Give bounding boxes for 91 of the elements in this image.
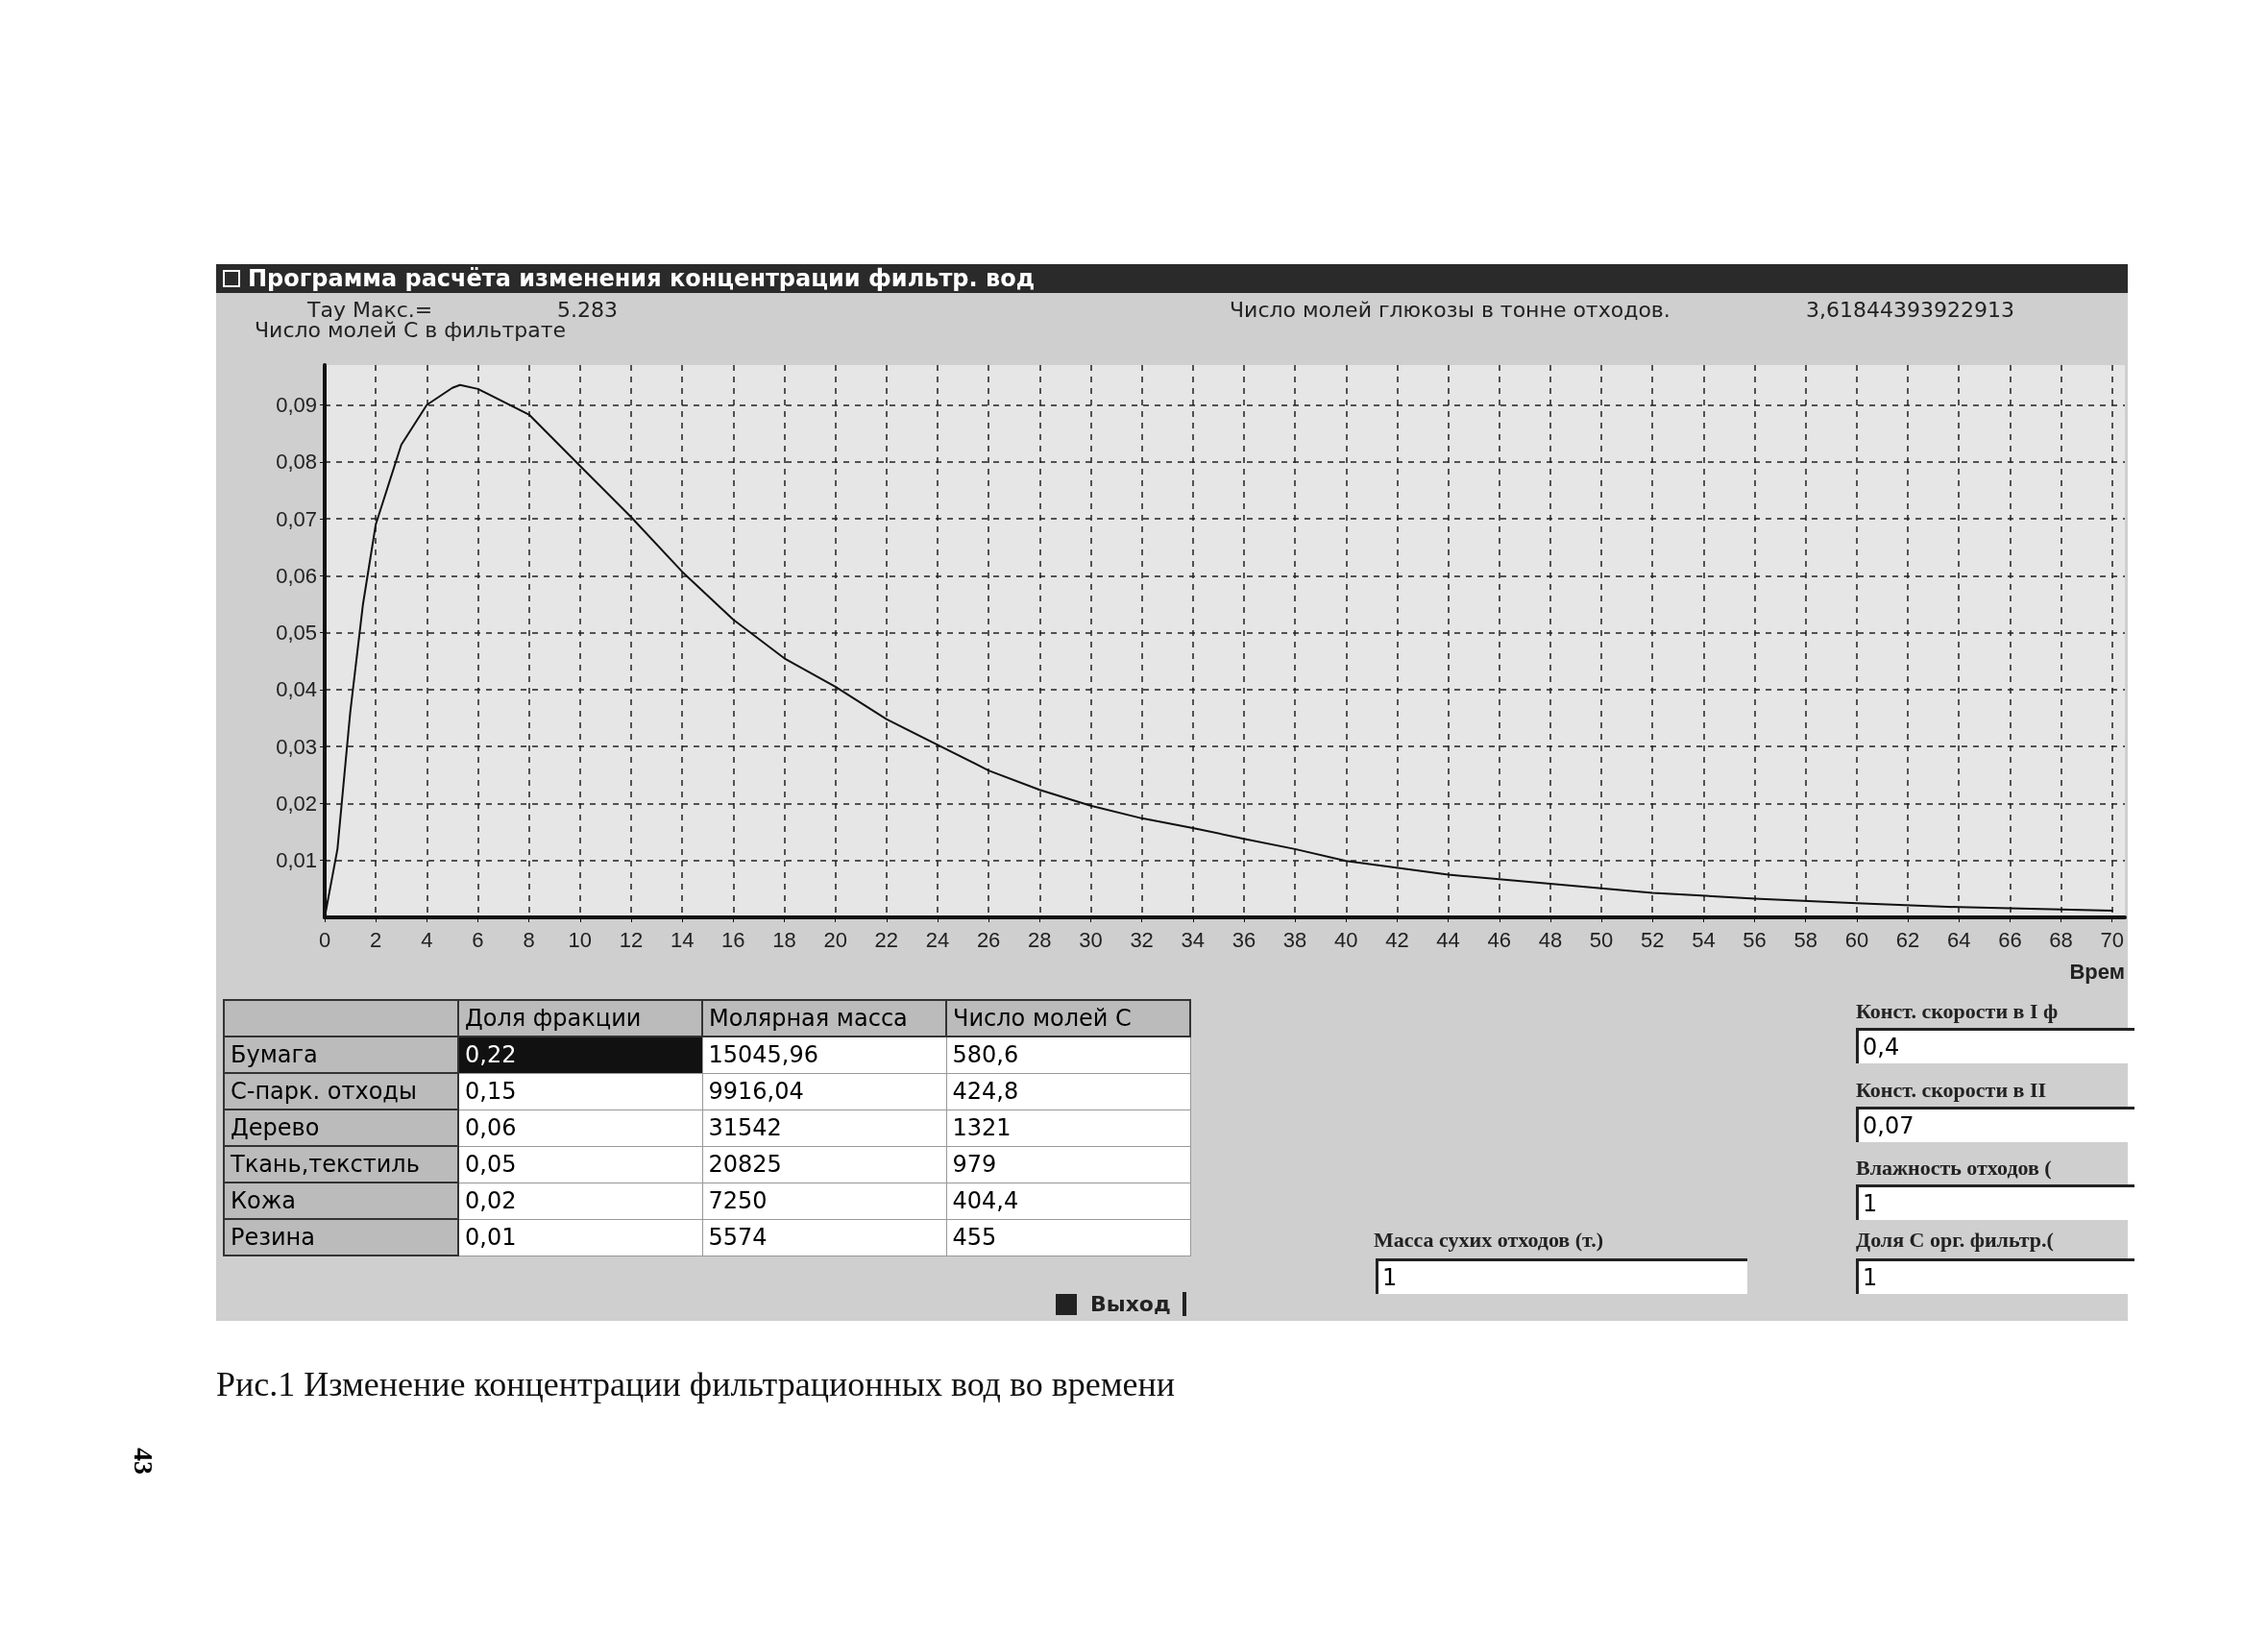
x-tick-label: 62	[1895, 927, 1920, 952]
x-tick-label: 58	[1793, 927, 1817, 952]
y-tick-label: 0,06	[276, 563, 317, 588]
text: 0,05	[458, 1146, 702, 1183]
x-tick-label: 56	[1743, 927, 1767, 952]
text: 0,4	[1856, 1028, 2134, 1063]
x-tick-label: 0	[318, 927, 331, 952]
text: Кожа	[224, 1183, 458, 1219]
x-tick-label: 26	[976, 927, 1001, 952]
text: 15045,96	[702, 1036, 946, 1073]
text: Конст. скорости в I ф	[1856, 999, 2059, 1024]
text: 455	[946, 1219, 1190, 1256]
text: 5574	[702, 1219, 946, 1256]
x-tick-label: 54	[1692, 927, 1716, 952]
text: Молярная масса	[702, 1000, 946, 1036]
text: 580,6	[946, 1036, 1190, 1073]
text: Дерево	[224, 1110, 458, 1146]
x-axis-title: Врем	[2069, 959, 2125, 984]
y-tick-label: 0,04	[276, 677, 317, 702]
x-tick-label: 18	[772, 927, 796, 952]
x-tick-label: 42	[1385, 927, 1409, 952]
text: 0,22	[458, 1036, 702, 1073]
text: Тау Макс.=	[307, 298, 433, 322]
x-tick-label: 30	[1079, 927, 1103, 952]
x-tick-label: 38	[1282, 927, 1307, 952]
y-tick-label: 0,07	[276, 506, 317, 531]
text: 424,8	[946, 1073, 1190, 1110]
text: 979	[946, 1146, 1190, 1183]
x-tick-label: 40	[1334, 927, 1358, 952]
y-tick-label: 0,02	[276, 791, 317, 816]
text: 0,15	[458, 1073, 702, 1110]
x-tick-label: 44	[1436, 927, 1460, 952]
x-tick-label: 46	[1487, 927, 1511, 952]
x-tick-label: 6	[472, 927, 484, 952]
text: 1	[1376, 1258, 1747, 1294]
text: Конст. скорости в II	[1856, 1078, 2047, 1103]
y-tick-label: 0,08	[276, 450, 317, 475]
text: Число молей глюкозы в тонне отходов.	[1230, 298, 1671, 322]
text: Резина	[224, 1219, 458, 1256]
x-tick-label: 14	[670, 927, 695, 952]
text: 31542	[702, 1110, 946, 1146]
x-tick-label: 36	[1232, 927, 1256, 952]
x-tick-label: 68	[2049, 927, 2073, 952]
x-tick-label: 32	[1130, 927, 1154, 952]
x-tick-label: 28	[1028, 927, 1052, 952]
text: 1	[1856, 1184, 2134, 1220]
y-tick-label: 0,03	[276, 734, 317, 759]
x-tick-label: 48	[1538, 927, 1563, 952]
x-tick-label: 10	[568, 927, 593, 952]
x-tick-label: 70	[2100, 927, 2124, 952]
x-tick-label: 50	[1589, 927, 1614, 952]
text: С-парк. отходы	[224, 1073, 458, 1110]
text: Рис.1 Изменение концентрации фильтрационных вод во времени	[216, 1364, 1175, 1404]
text: 0,06	[458, 1110, 702, 1146]
text: 0,02	[458, 1183, 702, 1219]
x-tick-label: 8	[523, 927, 535, 952]
text: Масса сухих отходов (т.)	[1374, 1228, 1604, 1253]
text: Бумага	[224, 1036, 458, 1073]
x-tick-label: 34	[1181, 927, 1206, 952]
x-tick-label: 16	[721, 927, 745, 952]
x-tick-label: 60	[1844, 927, 1869, 952]
x-tick-label: 52	[1641, 927, 1665, 952]
text: 9916,04	[702, 1073, 946, 1110]
text: 43	[128, 1448, 159, 1475]
text: Число молей С	[946, 1000, 1190, 1036]
text: Ткань,текстиль	[224, 1146, 458, 1183]
chart-title: Программа расчёта изменения концентрации фильтр. вод	[248, 265, 1036, 292]
text: Доля фракции	[458, 1000, 702, 1036]
text: Доля С орг. фильтр.(	[1856, 1228, 2054, 1253]
text: 1321	[946, 1110, 1190, 1146]
x-tick-label: 22	[874, 927, 899, 952]
text: Выход	[1090, 1292, 1186, 1316]
text: 5.283	[557, 298, 618, 322]
y-tick-label: 0,01	[276, 848, 317, 873]
text: 1	[1856, 1258, 2134, 1294]
y-tick-label: 0,05	[276, 621, 317, 646]
text: 7250	[702, 1183, 946, 1219]
x-tick-label: 12	[619, 927, 644, 952]
x-tick-label: 64	[1946, 927, 1971, 952]
x-tick-label: 66	[1998, 927, 2022, 952]
x-tick-label: 2	[370, 927, 382, 952]
text: 0,07	[1856, 1107, 2134, 1142]
x-tick-label: 4	[421, 927, 433, 952]
x-tick-label: 24	[925, 927, 950, 952]
text: 20825	[702, 1146, 946, 1183]
y-tick-label: 0,09	[276, 392, 317, 417]
text: 0,01	[458, 1219, 702, 1256]
text: Влажность отходов (	[1856, 1156, 2052, 1181]
text: 404,4	[946, 1183, 1190, 1219]
x-tick-label: 20	[823, 927, 847, 952]
text: 3,61844393922913	[1806, 298, 2014, 322]
